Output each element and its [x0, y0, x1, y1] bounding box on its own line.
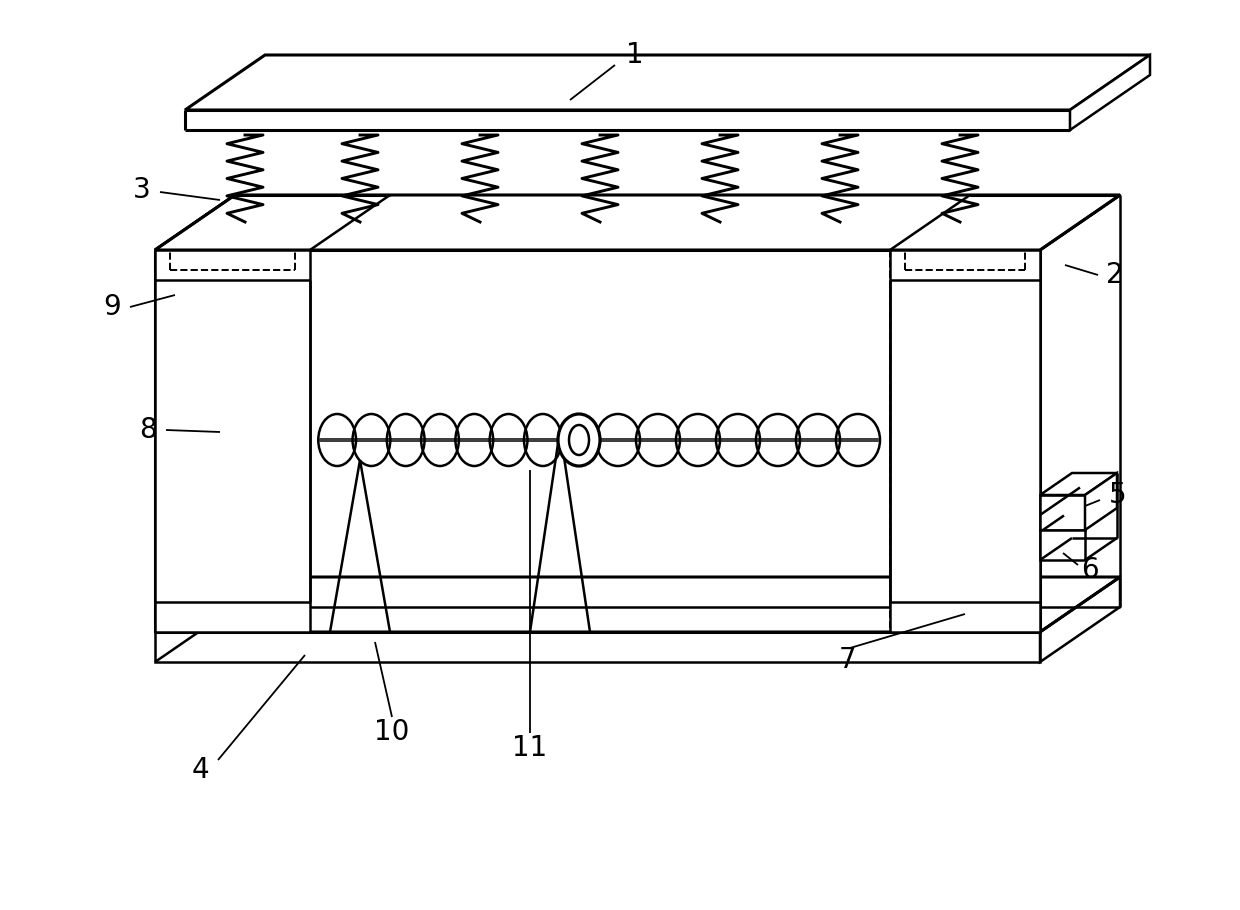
Ellipse shape [558, 414, 600, 466]
Polygon shape [1070, 55, 1149, 130]
Polygon shape [155, 250, 310, 632]
Text: 8: 8 [139, 416, 156, 444]
Text: 11: 11 [512, 734, 548, 762]
Polygon shape [155, 195, 1120, 250]
Text: 9: 9 [103, 293, 120, 321]
Polygon shape [185, 55, 1149, 110]
Text: 3: 3 [133, 176, 151, 204]
Polygon shape [1040, 530, 1085, 560]
Text: 7: 7 [839, 646, 857, 674]
Text: 10: 10 [374, 718, 409, 746]
Text: 5: 5 [1110, 481, 1127, 509]
Text: 6: 6 [1081, 556, 1099, 584]
Polygon shape [1040, 473, 1117, 495]
Ellipse shape [569, 425, 589, 455]
Text: 4: 4 [191, 756, 208, 784]
Polygon shape [890, 250, 1040, 632]
Polygon shape [1040, 495, 1085, 530]
Text: 2: 2 [1106, 261, 1123, 289]
Polygon shape [1085, 473, 1117, 530]
Text: 1: 1 [626, 41, 644, 69]
